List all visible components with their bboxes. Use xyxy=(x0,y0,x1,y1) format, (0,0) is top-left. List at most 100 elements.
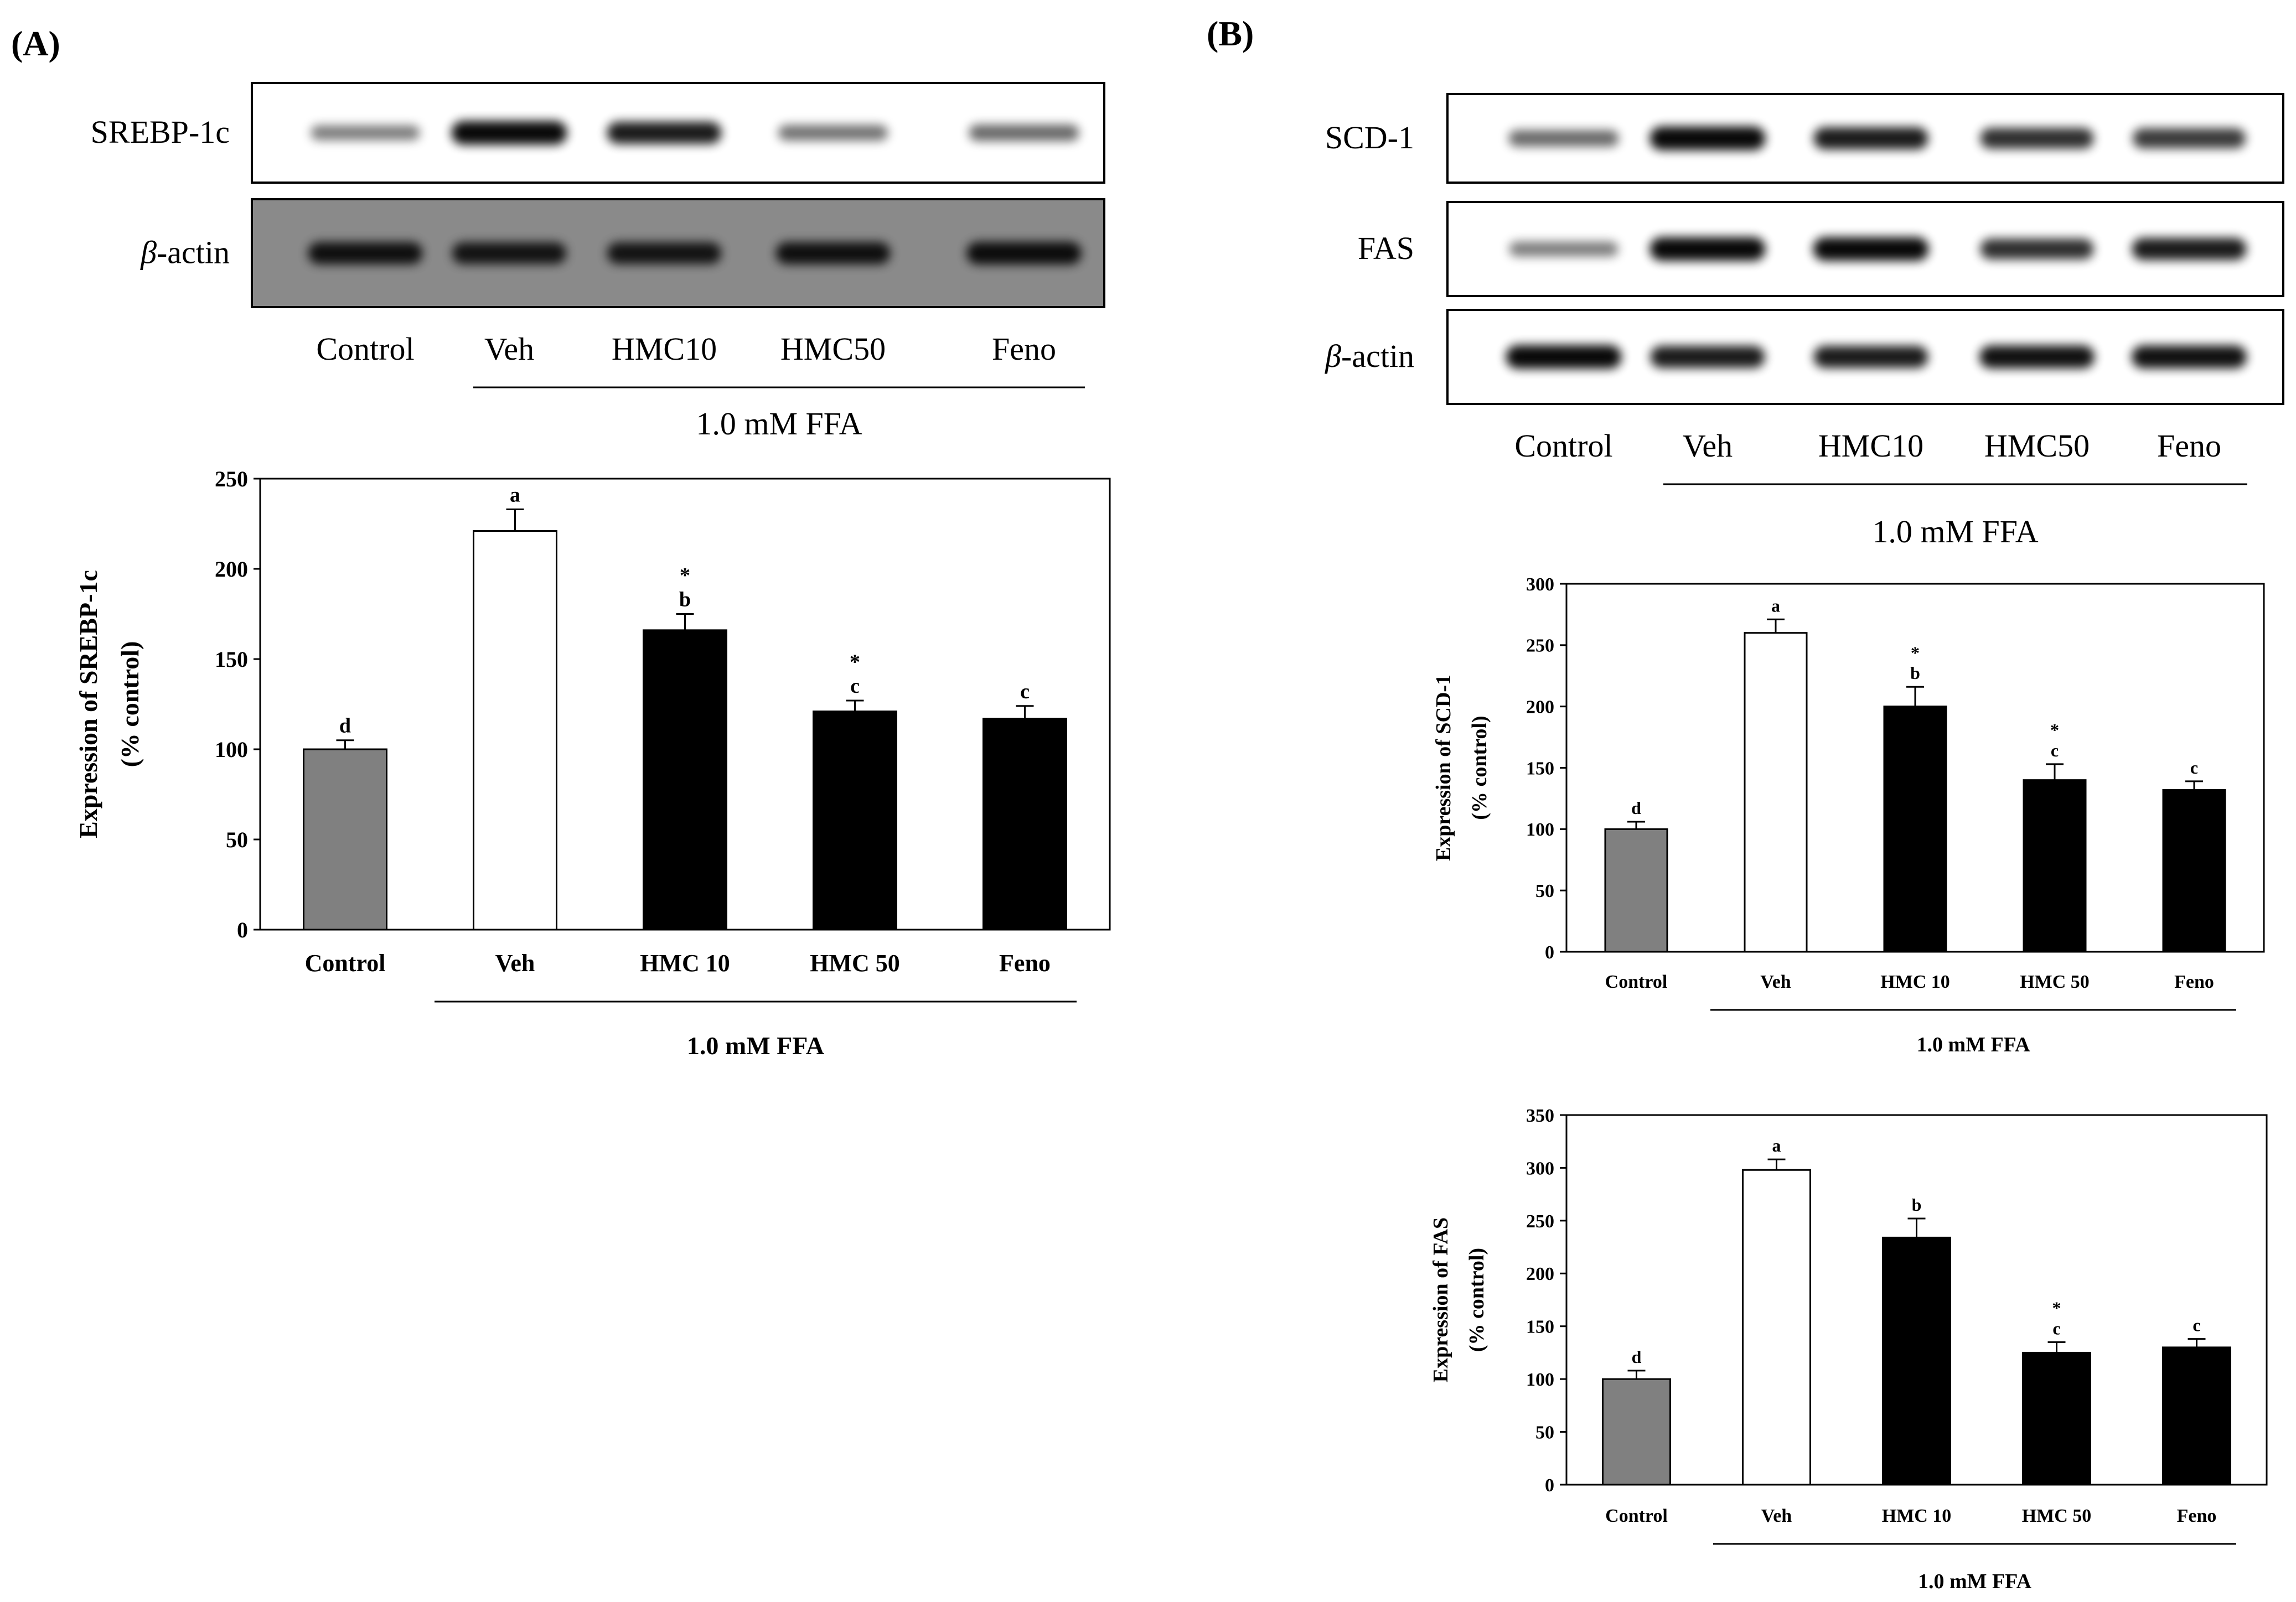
sig-letter-hmc-50: c xyxy=(850,675,860,698)
y-tick-label: 150 xyxy=(215,647,248,672)
sig-letter-hmc-50: c xyxy=(2052,1318,2060,1338)
sig-letter-feno: c xyxy=(2192,1315,2200,1335)
bar-veh xyxy=(473,530,557,931)
blot-label-fas: FAS xyxy=(1358,230,1414,266)
panel-a-label: (A) xyxy=(11,24,60,63)
bar-hmc-10 xyxy=(643,629,727,931)
bar-hmc-50 xyxy=(813,711,897,931)
band-srebp-1c-feno xyxy=(969,125,1079,141)
bar-chart-srebp: 0 50 100 150 200 250 Expression of SREBP-1c (% … xyxy=(74,466,1111,1060)
sig-letter-control: d xyxy=(1632,1347,1642,1367)
y-tick-label: 50 xyxy=(226,827,248,852)
lane-label-feno: Feno xyxy=(2157,428,2221,464)
sig-letter-control: d xyxy=(339,714,351,738)
group-label: 1.0 mM FFA xyxy=(1916,1033,2030,1056)
blot-label-scd-1: SCD-1 xyxy=(1325,120,1414,155)
band-srebp-1c-veh xyxy=(451,121,567,145)
y-axis-label-unit: (% control) xyxy=(1465,1248,1488,1352)
group-label: 1.0 mM FFA xyxy=(1918,1570,2032,1593)
band-beta-actin-feno xyxy=(966,242,1082,265)
y-tick-label: 350 xyxy=(1526,1106,1554,1126)
sig-letter-hmc-10: b xyxy=(1912,1195,1922,1215)
bar-control xyxy=(303,748,387,931)
western-blot-a: SREBP-1c β-actin Control Veh HMC10 HMC50 Feno 1… xyxy=(91,82,1105,442)
x-tick-label-hmc-10: HMC 10 xyxy=(1880,972,1950,992)
band-srebp-1c-hmc10 xyxy=(607,121,722,144)
y-tick-label: 50 xyxy=(1535,881,1554,901)
y-tick-label: 250 xyxy=(1526,1211,1554,1232)
bar-hmc-50 xyxy=(2022,1351,2091,1486)
group-label: 1.0 mM FFA xyxy=(687,1031,824,1060)
x-tick-label-veh: Veh xyxy=(495,950,535,977)
band-beta-actin-hmc50 xyxy=(1979,345,2095,369)
sig-letter-hmc-10: b xyxy=(679,588,691,611)
bar-control xyxy=(1602,1378,1671,1486)
sig-letter-veh: a xyxy=(510,483,520,506)
bar-hmc-10 xyxy=(1883,706,1947,953)
x-tick-label-veh: Veh xyxy=(1761,1506,1792,1526)
sig-star-hmc-50: * xyxy=(2050,720,2059,740)
lane-label-hmc50: HMC50 xyxy=(1984,428,2090,464)
y-tick-label: 0 xyxy=(237,917,248,942)
sig-letter-feno: c xyxy=(1020,680,1030,703)
x-tick-label-hmc-10: HMC 10 xyxy=(1882,1506,1952,1526)
band-beta-actin-hmc10 xyxy=(1813,345,1928,369)
band-srebp-1c-hmc50 xyxy=(778,125,888,141)
bar-chart-scd1: 0 50 100 150 200 250 300 Expression of SCD-1 (% … xyxy=(1432,574,2265,1056)
x-tick-label-hmc-10: HMC 10 xyxy=(640,950,730,977)
x-tick-label-hmc-50: HMC 50 xyxy=(2022,1506,2092,1526)
band-scd-1-control xyxy=(1508,130,1619,147)
band-scd-1-feno xyxy=(2133,128,2246,149)
blot-label-text: FAS xyxy=(1358,230,1414,266)
x-tick-label-feno: Feno xyxy=(999,950,1051,977)
bar-control xyxy=(1604,828,1668,953)
y-tick-label: 300 xyxy=(1526,574,1554,595)
western-blot-b: SCD-1 FAS β-actin Control Veh HMC10 HMC50 Feno 1… xyxy=(1325,93,2284,549)
bar-hmc-50 xyxy=(2023,779,2087,953)
bar-veh xyxy=(1742,1169,1811,1486)
sig-letter-hmc-50: c xyxy=(2051,740,2059,760)
y-tick-label: 150 xyxy=(1526,1317,1554,1337)
band-fas-veh xyxy=(1649,237,1766,261)
lane-label-control: Control xyxy=(316,331,414,367)
band-scd-1-hmc50 xyxy=(1980,128,2094,149)
lane-label-hmc50: HMC50 xyxy=(780,331,886,367)
blot-label-text: SCD-1 xyxy=(1325,120,1414,155)
blot-group-label: 1.0 mM FFA xyxy=(696,406,862,442)
y-tick-label: 0 xyxy=(1545,1475,1554,1496)
band-beta-actin-feno xyxy=(2132,345,2247,369)
y-tick-label: 200 xyxy=(1526,1264,1554,1284)
blot-label-srebp-1c: SREBP-1c xyxy=(91,114,230,150)
y-tick-label: 300 xyxy=(1526,1158,1554,1179)
sig-letter-veh: a xyxy=(1771,595,1780,615)
lane-label-hmc10: HMC10 xyxy=(1818,428,1923,464)
blot-label-text: -actin xyxy=(157,235,230,271)
blot-label-prefix: β xyxy=(1325,338,1341,374)
x-tick-label-veh: Veh xyxy=(1760,972,1791,992)
y-tick-label: 200 xyxy=(1526,697,1554,718)
band-fas-feno xyxy=(2132,237,2247,261)
y-axis-label-unit: (% control) xyxy=(116,641,144,768)
panel-b-label: (B) xyxy=(1207,14,1254,53)
y-tick-label: 50 xyxy=(1535,1422,1554,1443)
y-tick-label: 100 xyxy=(1526,820,1554,840)
x-tick-label-feno: Feno xyxy=(2174,972,2214,992)
band-beta-actin-hmc50 xyxy=(775,242,891,265)
y-tick-label: 100 xyxy=(215,737,248,762)
band-beta-actin-veh xyxy=(1650,345,1765,369)
x-tick-label-control: Control xyxy=(1605,1506,1668,1526)
sig-star-hmc-50: * xyxy=(2052,1298,2061,1318)
x-tick-label-hmc-50: HMC 50 xyxy=(810,950,900,977)
sig-star-hmc-10: * xyxy=(680,564,690,587)
band-beta-actin-control xyxy=(308,242,423,265)
y-tick-label: 250 xyxy=(1526,636,1554,656)
band-fas-hmc10 xyxy=(1813,237,1929,261)
band-beta-actin-control xyxy=(1506,345,1622,369)
x-tick-label-control: Control xyxy=(305,950,386,977)
x-tick-label-hmc-50: HMC 50 xyxy=(2020,972,2090,992)
bar-hmc-10 xyxy=(1882,1236,1951,1486)
bar-feno xyxy=(2162,1346,2231,1486)
y-axis-label: Expression of SCD-1 xyxy=(1432,675,1455,861)
blot-label-prefix: β xyxy=(140,235,157,271)
y-axis-label: Expression of SREBP-1c xyxy=(74,570,102,838)
